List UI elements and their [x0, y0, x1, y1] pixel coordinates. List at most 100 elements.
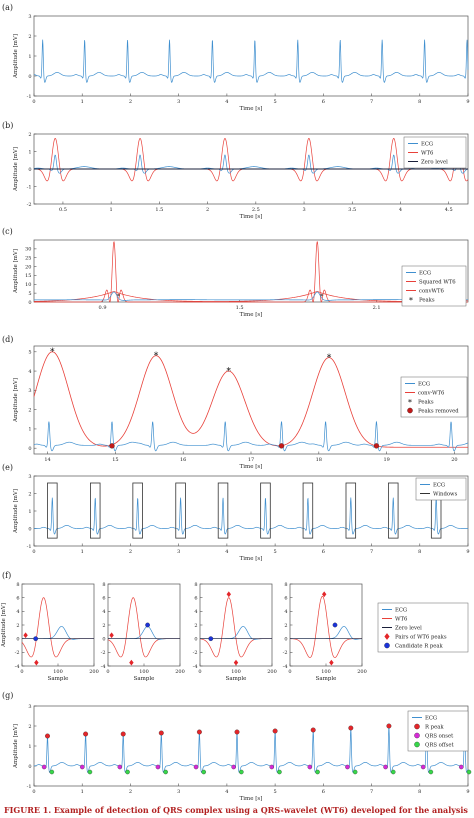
- legend-entry: ECG: [395, 608, 407, 614]
- legend-entry: conv-WT6: [418, 391, 445, 397]
- y-tick-label: -4: [283, 664, 288, 670]
- x-tick-label: 0: [106, 669, 109, 675]
- x-tick-label: 2.5: [252, 207, 260, 213]
- legend-entry: Pairs of WT6 peaks: [395, 635, 447, 641]
- marker-point: [407, 407, 413, 414]
- y-tick-label: 2: [284, 623, 287, 629]
- y-axis-label: Amplitude [mV]: [1, 603, 7, 648]
- x-tick-label: 1.5: [236, 305, 244, 311]
- marker-point: [352, 769, 358, 775]
- y-axis-label: Amplitude [mV]: [13, 249, 19, 294]
- y-tick-label: 0: [28, 300, 31, 306]
- y-axis-label: Amplitude [mV]: [13, 34, 19, 79]
- marker-point: [79, 764, 85, 770]
- legend: ECG WT6 Zero level Pairs of WT6 peaks Candid…: [377, 602, 469, 653]
- marker-point: [49, 769, 55, 775]
- y-tick-label: 4: [102, 609, 105, 615]
- y-tick-label: 0: [284, 636, 287, 642]
- marker-point: [414, 732, 420, 739]
- panel-label: (d): [2, 335, 13, 344]
- legend-entry: QRS offset: [425, 743, 454, 749]
- marker-point: [23, 632, 28, 639]
- x-tick-label: 5: [274, 789, 277, 795]
- marker-point: [315, 769, 320, 775]
- panel-d: (d) 14 15 16 17 18 19 20 0 1 2 3 4 5 Time [s] Amplitude…: [2, 335, 469, 470]
- marker-point: [83, 731, 89, 737]
- x-axis-label: Sample: [134, 676, 155, 682]
- legend-entry: Peaks: [419, 298, 435, 304]
- legend-entry: Peaks: [418, 400, 434, 406]
- subplot-1: 0 100 200 -4 -2 0 2 4 6 8 Sample Amplitude [mV]: [1, 582, 99, 682]
- x-tick-label: 0: [32, 99, 35, 105]
- y-tick-label: 2: [16, 623, 19, 629]
- x-tick-label: 9: [466, 99, 469, 105]
- y-tick-label: 2: [28, 34, 31, 40]
- legend-entry: Windows: [433, 492, 458, 498]
- marker-point: [109, 443, 115, 449]
- legend-entry: Candidate R peak: [395, 644, 444, 650]
- y-tick-label: 10: [25, 282, 31, 288]
- x-tick-label: 19: [383, 457, 389, 463]
- marker-point: [120, 731, 126, 737]
- x-tick-label: 3.5: [348, 207, 356, 213]
- legend-entry: ECG: [425, 716, 437, 722]
- y-tick-label: 3: [28, 388, 31, 394]
- y-tick-label: 2: [102, 623, 105, 629]
- marker-point: *: [117, 292, 120, 300]
- figure-caption: FIGURE 1. Example of detection of QRS co…: [4, 805, 468, 815]
- marker-point: [234, 729, 240, 735]
- y-tick-label: 0: [16, 636, 19, 642]
- marker-point: [348, 725, 354, 731]
- marker-point: [33, 636, 39, 642]
- wt6-series: [34, 137, 469, 182]
- ecg-series: [33, 727, 469, 773]
- x-tick-label: 0: [20, 669, 23, 675]
- marker-point: [41, 764, 47, 770]
- marker-point: *: [50, 347, 55, 358]
- panel-label: (c): [2, 227, 13, 236]
- legend: ECG R peak QRS onset QRS offset: [407, 710, 469, 752]
- x-tick-label: 14: [44, 457, 50, 463]
- y-tick-label: -2: [283, 650, 288, 656]
- x-tick-label: 0: [288, 669, 291, 675]
- x-tick-label: 2: [129, 789, 132, 795]
- x-tick-label: 0.5: [59, 207, 67, 213]
- marker-point: [332, 622, 338, 628]
- subplot-2: 0 100 200 -4 -2 0 2 4 6 8 Sample: [101, 582, 185, 682]
- x-axis-label: Sample: [316, 676, 337, 682]
- marker-point: [117, 764, 123, 770]
- ecg-series: [22, 626, 94, 640]
- ecg-series: [33, 420, 469, 452]
- legend-entry: ECG: [433, 483, 445, 489]
- x-tick-label: 0: [32, 789, 35, 795]
- ecg-series: [108, 626, 180, 640]
- ecg-series: [290, 626, 363, 640]
- marker-point: *: [320, 292, 323, 300]
- y-tick-label: 2: [28, 407, 31, 413]
- marker-point: [196, 729, 202, 735]
- y-tick-label: 0: [28, 764, 31, 770]
- x-tick-label: 4: [399, 207, 402, 213]
- y-axis-label: Amplitude [mV]: [13, 724, 19, 769]
- marker-point: [414, 723, 420, 730]
- y-tick-label: 8: [284, 582, 287, 588]
- x-tick-label: 5: [274, 99, 277, 105]
- x-tick-label: 2: [129, 99, 132, 105]
- window-rect: [132, 482, 143, 539]
- marker-point: [239, 769, 244, 775]
- plot-frame: [289, 583, 363, 667]
- y-tick-label: 2: [28, 491, 31, 497]
- x-tick-label: 4: [225, 549, 228, 555]
- y-tick-label: 3: [28, 14, 31, 20]
- y-tick-label: -1: [27, 94, 32, 100]
- y-tick-label: -4: [193, 664, 198, 670]
- y-tick-label: -1: [27, 784, 32, 790]
- y-tick-label: 30: [25, 247, 31, 253]
- y-tick-label: -4: [101, 664, 106, 670]
- x-tick-label: 1.5: [155, 207, 163, 213]
- y-tick-label: 2: [194, 623, 197, 629]
- marker-point: [129, 659, 134, 666]
